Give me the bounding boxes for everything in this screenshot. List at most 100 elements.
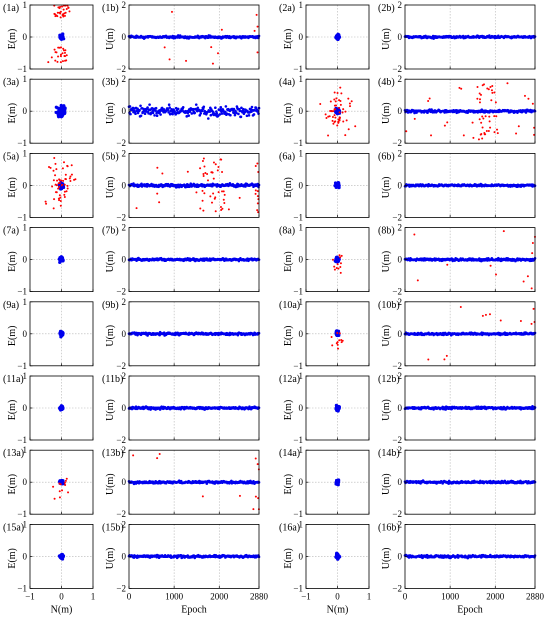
y-tick-label: −1 xyxy=(293,361,303,371)
data-point xyxy=(229,113,232,117)
panel-label: (9b) xyxy=(102,300,119,311)
data-point xyxy=(60,479,64,483)
data-points xyxy=(333,180,341,190)
data-point xyxy=(167,103,171,107)
outlier-point xyxy=(255,13,258,16)
panel-label: (2b) xyxy=(378,3,395,14)
outlier-point xyxy=(319,102,322,105)
data-point xyxy=(136,111,140,115)
outlier-point xyxy=(68,10,71,13)
panel-label: (12b) xyxy=(378,374,400,385)
outlier-point xyxy=(340,338,343,341)
outlier-point xyxy=(256,202,259,205)
outlier-point xyxy=(482,117,485,120)
data-point xyxy=(215,112,219,115)
y-axis-label: E(m) xyxy=(283,103,294,124)
outlier-point xyxy=(252,508,255,511)
outlier-point xyxy=(335,266,338,269)
outlier-point xyxy=(62,161,65,164)
y-tick-label: −2 xyxy=(392,287,402,297)
outlier-point xyxy=(223,193,226,196)
data-point xyxy=(209,113,213,117)
outlier-point xyxy=(52,179,55,182)
data-point xyxy=(232,107,236,111)
outlier-point xyxy=(59,196,62,199)
outlier-point xyxy=(203,192,206,195)
outlier-point xyxy=(458,86,461,89)
outlier-point xyxy=(56,60,59,63)
data-point xyxy=(220,110,223,113)
panel-label: (9a) xyxy=(3,300,19,311)
outlier-point xyxy=(335,97,338,100)
y-tick-label: 2 xyxy=(398,148,403,158)
outlier-point xyxy=(253,29,256,32)
data-point xyxy=(166,108,170,111)
outlier-point xyxy=(209,195,212,198)
outlier-point xyxy=(254,165,257,168)
outlier-point xyxy=(340,341,343,344)
outlier-point xyxy=(491,84,494,87)
outlier-point xyxy=(254,495,257,498)
y-tick-label: 0 xyxy=(299,32,304,42)
data-points xyxy=(127,103,261,120)
y-tick-label: 0 xyxy=(23,180,28,190)
outlier-point xyxy=(64,178,67,181)
data-point xyxy=(191,107,195,111)
data-point xyxy=(56,106,60,110)
outlier-point xyxy=(195,191,198,194)
panel-label: (7a) xyxy=(3,226,19,237)
outlier-point xyxy=(331,119,334,122)
outlier-point xyxy=(487,88,490,91)
outlier-point xyxy=(57,187,60,190)
y-tick-label: −1 xyxy=(17,361,27,371)
data-point xyxy=(235,111,238,115)
y-tick-label: −1 xyxy=(17,435,27,445)
y-tick-label: 0 xyxy=(122,329,127,339)
outlier-point xyxy=(481,314,484,317)
data-point xyxy=(254,106,258,110)
outlier-point xyxy=(427,100,430,103)
outlier-point xyxy=(328,115,331,118)
outlier-point xyxy=(57,55,60,58)
y-tick-label: −2 xyxy=(116,64,126,74)
y-axis-label: U(m) xyxy=(105,251,116,273)
data-point xyxy=(57,115,61,119)
outlier-point xyxy=(443,124,446,127)
outlier-point xyxy=(337,347,340,350)
outlier-point xyxy=(69,179,72,182)
outlier-point xyxy=(256,162,259,165)
data-point xyxy=(171,112,174,116)
outlier-point xyxy=(339,86,342,89)
data-point xyxy=(151,111,155,115)
outlier-point xyxy=(445,354,448,357)
outlier-point xyxy=(488,313,491,316)
outlier-point xyxy=(256,209,259,212)
outlier-point xyxy=(332,122,335,125)
outlier-point xyxy=(49,166,52,169)
outlier-point xyxy=(531,252,534,255)
y-tick-label: 1 xyxy=(23,74,28,84)
outlier-point xyxy=(484,115,487,118)
outlier-point xyxy=(63,183,66,186)
outlier-point xyxy=(254,192,257,195)
outlier-point xyxy=(65,477,68,480)
data-point xyxy=(59,187,63,191)
y-tick-label: −2 xyxy=(116,212,126,222)
outlier-point xyxy=(63,195,66,198)
y-axis-label: U(m) xyxy=(105,473,116,495)
data-point xyxy=(238,109,242,113)
panel-label: (3b) xyxy=(102,77,119,88)
outlier-point xyxy=(531,242,534,245)
data-point xyxy=(187,114,191,117)
outlier-point xyxy=(413,117,416,120)
y-tick-label: 0 xyxy=(299,106,304,116)
data-point xyxy=(168,106,171,109)
outlier-point xyxy=(339,100,342,103)
